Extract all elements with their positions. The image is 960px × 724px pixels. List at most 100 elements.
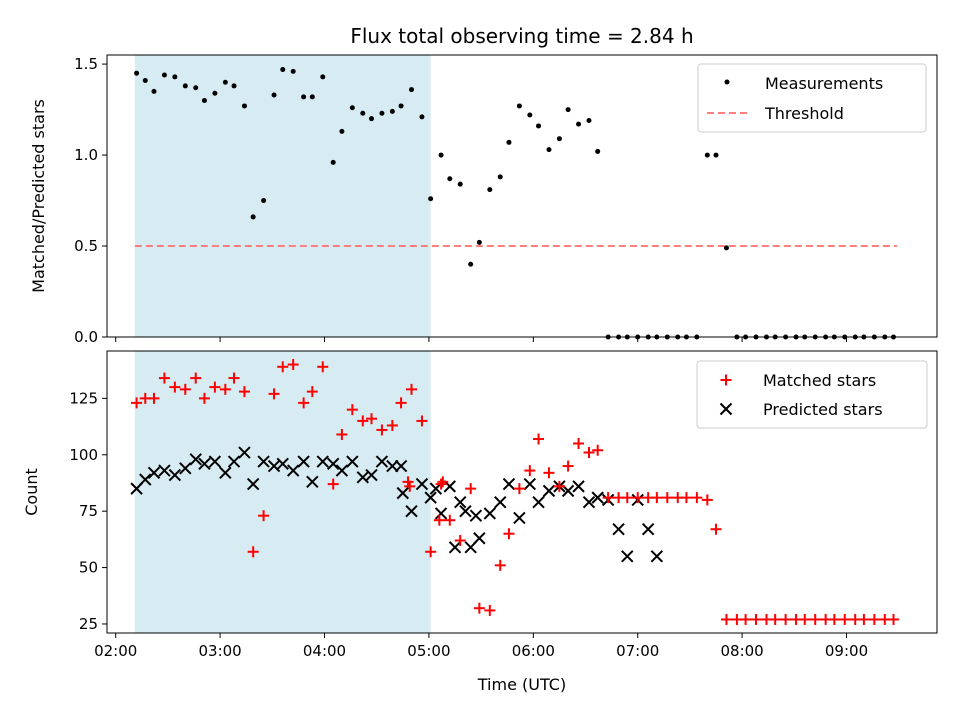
legend-predicted-marker [719,402,733,416]
predicted-star-point [316,455,329,468]
measurement-point [527,112,533,118]
chart-title: Flux total observing time = 2.84 h [350,24,693,48]
predicted-star-point [502,477,516,491]
measurement-point [586,117,592,123]
predicted-star-point [532,495,545,509]
matched-star-point [562,460,574,472]
matched-star-point [524,465,536,477]
legend-matched-label: Matched stars [763,371,876,390]
measurement-point [389,108,395,114]
predicted-star-point [227,455,241,468]
matched-star-point [701,494,713,506]
matched-star-point [219,383,231,395]
measurement-point [250,214,256,220]
legend-measurements-label: Measurements [765,74,883,93]
bottom-y-ticks: 25 50 75 100 125 [69,389,107,633]
matched-star-point [533,433,545,445]
matched-star-point [386,419,398,431]
matched-star-point [583,447,595,459]
top-y-tick-label: 0.0 [74,328,98,346]
predicted-star-point [459,504,472,518]
measurement-point [142,77,148,83]
matched-star-point [484,604,496,616]
measurement-point [536,123,542,129]
predicted-star-point [513,511,526,525]
bottom-y-tick-label: 25 [79,615,98,633]
measurement-point [595,148,601,154]
matched-star-point [602,492,614,504]
predicted-star-point [158,464,171,477]
predicted-star-point [365,468,378,482]
measurement-point [487,187,493,193]
x-tick-label: 06:00 [512,642,555,660]
measurement-point [241,103,247,109]
bottom-x-ticks: 02:00 03:00 04:00 05:00 06:00 07:00 08:00 09:00 [94,633,868,660]
predicted-star-point [448,541,462,554]
matched-star-point [433,514,445,526]
matched-star-point [780,613,792,625]
x-tick-label: 03:00 [198,642,241,660]
matched-star-point [376,424,388,436]
matched-star-point [298,397,310,409]
bottom-panel: 25 50 75 100 125 02:00 03:00 04:00 05:00 06:00 07… [22,350,938,694]
bottom-axes-frame [106,350,938,634]
measurement-point [134,70,140,76]
measurement-point [271,92,277,98]
measurement-point [468,261,474,267]
bottom-legend: Matched stars Predicted stars [696,360,928,429]
measurement-point [438,152,444,158]
matched-star-point [437,476,449,488]
predicted-star-point [473,532,486,545]
matched-star-point [395,397,407,409]
measurement-point [516,103,522,109]
measurement-point [379,110,385,116]
legend-threshold-label: Threshold [764,104,844,123]
predicted-star-point [326,457,340,471]
measurement-point [309,94,315,100]
predicted-star-point [582,495,596,509]
predicted-star-point [238,446,251,459]
measurement-point [409,87,415,93]
measurement-point [723,245,729,251]
predicted-star-point [641,523,655,536]
measurement-point [457,181,463,187]
bottom-y-tick-label: 100 [69,446,98,464]
matched-star-point [494,559,506,571]
bottom-shaded-region [134,351,431,633]
measurement-point [280,67,286,73]
measurement-point [398,103,404,109]
matched-star-point [425,546,437,558]
bottom-y-tick-label: 75 [79,502,98,520]
measurement-point [349,105,355,111]
matched-star-point [858,613,870,625]
matched-star-point [720,613,732,625]
top-legend: Measurements Threshold [697,63,927,133]
matched-star-point [887,613,899,625]
predicted-star-point [147,466,161,480]
matched-star-point [169,381,181,393]
matched-star-point [828,613,840,625]
matched-star-point [148,392,160,404]
measurement-point [713,152,719,158]
matched-star-point [465,483,477,495]
legend-cross [719,402,733,416]
predicted-star-point [208,455,222,468]
matched-star-point [346,404,358,416]
matched-star-point [740,613,752,625]
measurement-point [161,72,167,78]
matched-star-point [247,546,259,558]
predicted-star-point [257,455,270,468]
matched-star-point [198,392,210,404]
measurement-point [261,198,267,204]
bottom-legend-box [696,360,928,429]
bottom-y-tick-label: 50 [79,559,98,577]
top-y-ticks: 0.0 0.5 1.0 1.5 [74,55,107,346]
matched-star-point [799,613,811,625]
matched-star-point [238,386,250,398]
predicted-star-point [189,453,202,466]
measurement-point [704,152,710,158]
top-shaded-region [134,55,431,337]
predicted-star-point [494,495,507,509]
predicted-star-point [297,455,310,468]
predicted-star-point [591,491,604,504]
